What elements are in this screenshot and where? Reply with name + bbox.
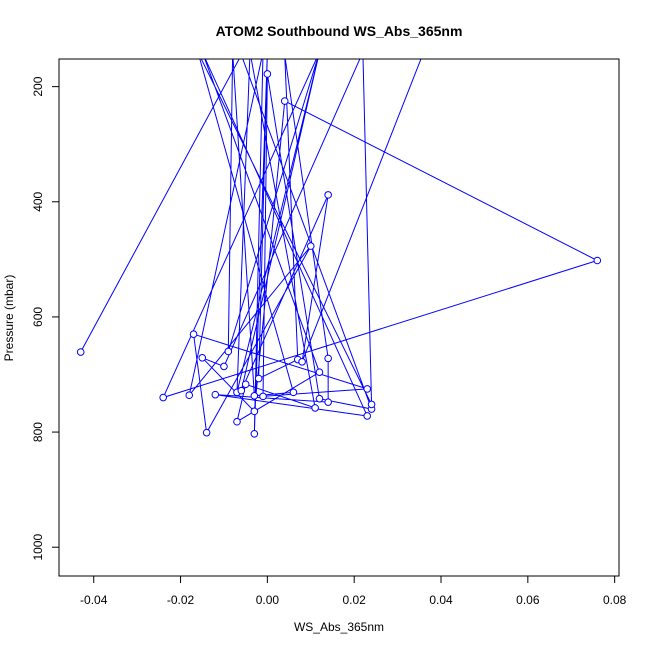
y-tick-label: 400 [31,191,45,211]
data-point [263,70,272,78]
y-tick-label: 600 [31,307,45,327]
data-point [324,354,332,363]
data-point [316,49,323,56]
x-tick-label: 0.04 [429,593,453,607]
data-point [264,49,271,56]
data-point [280,97,289,105]
data-point [260,49,267,56]
data-point [306,242,315,250]
data-point [247,49,254,56]
data-point [202,428,211,437]
x-tick-label: -0.02 [167,593,195,607]
data-point [189,330,198,339]
data-point [238,52,245,59]
data-point [233,417,241,426]
x-tick-label: 0.08 [603,593,627,607]
data-point [211,390,220,399]
data-point [250,407,259,416]
data-point [220,362,228,371]
data-point [281,52,288,59]
data-point [241,380,250,389]
data-point [159,393,167,402]
data-point [315,394,324,403]
x-axis: -0.04 -0.02 0.00 0.02 0.04 0.06 0.08 [80,575,627,607]
data-point [324,398,332,406]
plot-series [76,49,602,438]
data-point [420,49,427,56]
x-tick-label: -0.04 [80,593,108,607]
y-axis: 200 400 600 800 1000 [31,76,60,561]
y-tick-label: 200 [31,76,45,96]
data-point [324,191,332,199]
data-point [315,368,324,376]
data-point [298,358,306,366]
data-point [316,49,323,56]
x-axis-title: WS_Abs_365nm [294,620,384,634]
data-point [363,412,372,420]
data-point [237,386,246,395]
data-point [250,430,259,438]
data-point [254,374,263,383]
x-tick-label: 0.02 [343,593,367,607]
data-point [229,49,236,56]
data-point [224,347,233,356]
data-point [250,392,259,400]
data-point [76,348,85,356]
y-axis-title: Pressure (mbar) [2,275,16,362]
x-tick-label: 0.00 [256,593,280,607]
x-tick-label: 0.06 [516,593,540,607]
plot-frame [58,58,620,577]
data-point [593,256,602,265]
data-point [199,49,206,56]
data-point [367,400,376,409]
y-tick-label: 1000 [31,534,45,561]
data-point [311,404,319,412]
data-point [195,49,202,56]
chart-title: ATOM2 Southbound WS_Abs_365nm [216,23,463,39]
y-tick-label: 800 [31,422,45,442]
data-point [363,385,372,393]
data-point [360,49,367,56]
data-point [289,388,298,397]
series-line [80,59,599,435]
data-point [198,354,207,362]
data-point [185,391,194,400]
data-point [259,392,267,401]
